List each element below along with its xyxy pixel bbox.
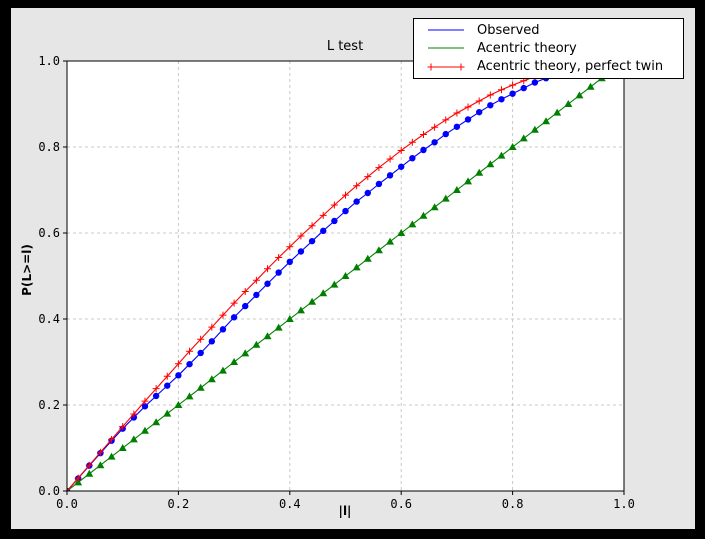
tick-marks (63, 60, 625, 495)
legend-item: Acentric theory, perfect twin (414, 59, 683, 74)
legend-line-sample (428, 47, 464, 50)
legend-box: Observed Acentric theory Acentric theory, … (413, 18, 684, 79)
plot-title: L test (326, 39, 364, 54)
y-axis-label: P(L>=l) (20, 244, 34, 296)
legend-item: Acentric theory (414, 41, 683, 56)
y-tick-label: 1.0 (38, 54, 60, 68)
y-tick-label: 0.4 (38, 312, 60, 326)
y-tick-label: 0.2 (38, 398, 60, 412)
legend-label: Observed (477, 22, 540, 38)
legend-label: Acentric theory (477, 40, 577, 56)
x-tick-label: 0.2 (167, 497, 190, 511)
y-tick-label: 0.8 (38, 140, 60, 154)
y-tick-label: 0.6 (38, 226, 60, 240)
x-tick-label: 0.6 (390, 497, 413, 511)
x-tick-label: 0.4 (278, 497, 301, 511)
x-axis-label: |l| (338, 504, 352, 518)
y-tick-label: 0.0 (38, 484, 60, 498)
x-tick-label: 1.0 (613, 497, 635, 511)
axes-border (66, 60, 625, 492)
legend-item: Observed (414, 23, 683, 38)
x-tick-label: 0.8 (501, 497, 524, 511)
legend-line-sample (428, 29, 464, 31)
gridlines (67, 61, 624, 491)
x-tick-label: 0.0 (56, 497, 78, 511)
legend-line-sample (427, 63, 465, 71)
plot-canvas (63, 60, 625, 495)
legend-label: Acentric theory, perfect twin (477, 59, 664, 75)
figure-canvas: L test |l| P(L>=l) Observed Acentric theo… (11, 8, 695, 529)
